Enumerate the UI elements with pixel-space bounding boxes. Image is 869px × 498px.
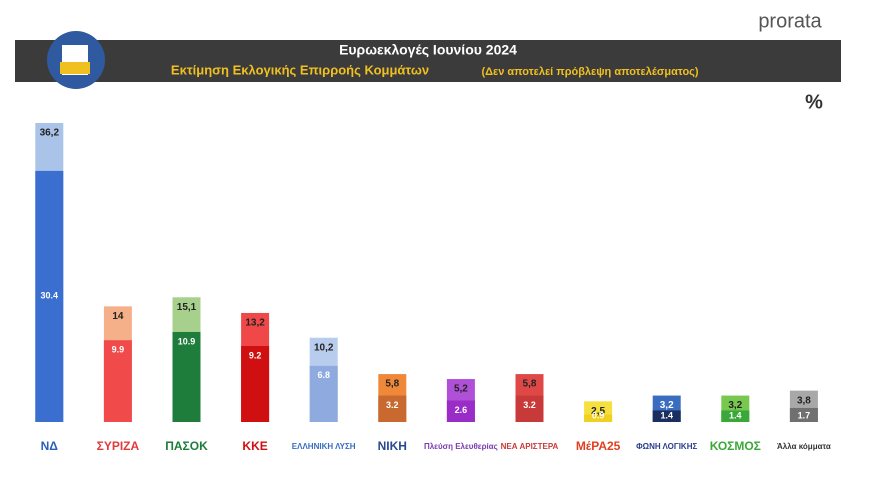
bar-low bbox=[652, 410, 681, 422]
high-label: 5,8 bbox=[385, 379, 399, 390]
low-label: 6.8 bbox=[317, 370, 330, 380]
category-label: ΜέΡΑ25 bbox=[576, 439, 621, 453]
category-label: ΦΩΝΗ ΛΟΓΙΚΗΣ bbox=[636, 442, 697, 451]
low-label: 1.7 bbox=[798, 410, 811, 420]
bar-low bbox=[103, 340, 132, 422]
high-label: 3,2 bbox=[660, 400, 674, 411]
high-label: 3,8 bbox=[797, 395, 811, 406]
bar-low bbox=[378, 395, 407, 422]
low-label: 3.2 bbox=[523, 400, 536, 410]
bar-low bbox=[309, 365, 338, 422]
high-label: 14 bbox=[112, 311, 124, 322]
bar-low bbox=[35, 170, 64, 422]
category-label: ΚΟΣΜΟΣ bbox=[710, 439, 761, 453]
low-label: 9.9 bbox=[112, 345, 125, 355]
chart-subtitle: Εκτίμηση Εκλογικής Επιρροής Κομμάτων bbox=[171, 62, 429, 77]
bar-low bbox=[515, 395, 544, 422]
bar-low bbox=[446, 400, 475, 422]
high-label: 5,2 bbox=[454, 384, 468, 395]
category-label: ΝΙΚΗ bbox=[378, 439, 407, 453]
bar-low bbox=[584, 414, 613, 422]
high-label: 36,2 bbox=[40, 128, 60, 139]
bar-low bbox=[241, 346, 270, 422]
header-band bbox=[15, 40, 841, 82]
brand: prorata bbox=[758, 10, 822, 32]
category-label: ΚΚΕ bbox=[242, 439, 267, 453]
bar-low bbox=[172, 331, 201, 422]
category-label: ΠΑΣΟΚ bbox=[165, 439, 208, 453]
low-label: 1.4 bbox=[729, 410, 742, 420]
unit-label: % bbox=[805, 91, 823, 113]
high-label: 5,8 bbox=[523, 379, 537, 390]
category-label: ΝΕΑ ΑΡΙΣΤΕΡΑ bbox=[501, 442, 559, 451]
low-label: 2.6 bbox=[455, 405, 468, 415]
high-label: 3,2 bbox=[728, 400, 742, 411]
low-label: 3.2 bbox=[386, 400, 399, 410]
low-label: 30.4 bbox=[41, 290, 59, 300]
high-label: 2,5 bbox=[591, 406, 605, 417]
category-label: ΣΥΡΙΖΑ bbox=[97, 439, 140, 453]
low-label: 1.4 bbox=[660, 410, 673, 420]
category-label: Πλεύση Ελευθερίας bbox=[424, 442, 498, 451]
logo-box bbox=[60, 62, 90, 74]
high-label: 10,2 bbox=[314, 342, 334, 353]
chart-title: Ευρωεκλογές Ιουνίου 2024 bbox=[339, 42, 517, 58]
bar-low bbox=[789, 407, 818, 422]
low-label: 10.9 bbox=[178, 336, 196, 346]
high-label: 15,1 bbox=[177, 302, 197, 313]
high-label: 13,2 bbox=[245, 318, 265, 329]
category-label: ΕΛΛΗΝΙΚΗ ΛΥΣΗ bbox=[292, 442, 356, 451]
low-label: 0.9 bbox=[592, 410, 605, 420]
category-label: Άλλα κόμματα bbox=[777, 442, 831, 451]
subtitle-note: (Δεν αποτελεί πρόβλεψη αποτελέσματος) bbox=[481, 66, 698, 78]
low-label: 9.2 bbox=[249, 350, 262, 360]
category-label: ΝΔ bbox=[41, 439, 59, 453]
bar-low bbox=[721, 410, 750, 422]
